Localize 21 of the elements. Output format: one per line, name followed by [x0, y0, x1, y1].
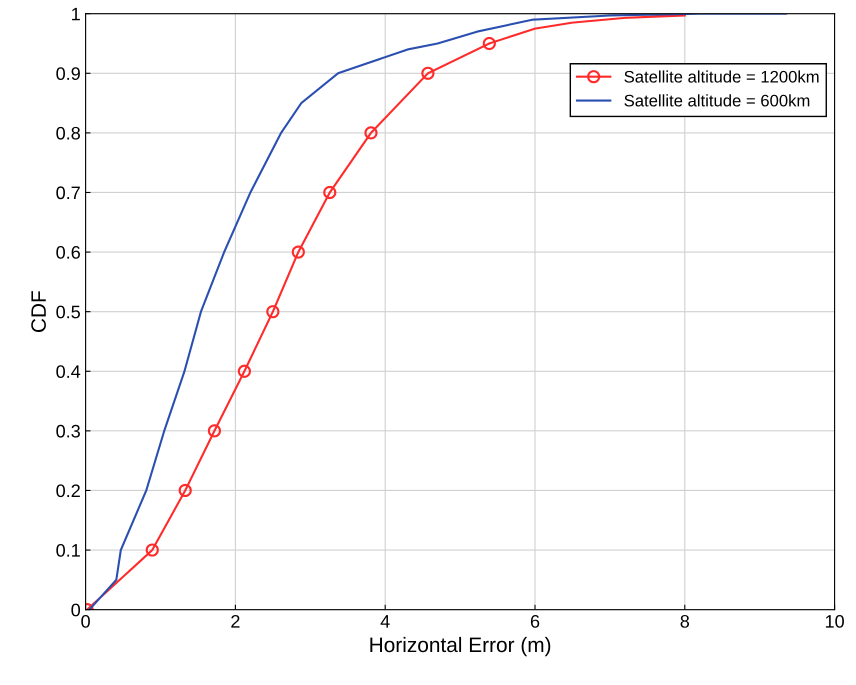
legend-label: Satellite altitude = 1200km — [624, 70, 819, 83]
y-tick-label: 0.4 — [56, 365, 80, 378]
y-tick-label: 0 — [71, 604, 80, 616]
y-tick-label: 0.9 — [56, 67, 80, 80]
x-tick-label: 6 — [530, 614, 540, 628]
x-tick-label: 10 — [826, 614, 844, 628]
legend-label: Satellite altitude = 600km — [624, 94, 810, 107]
y-tick-label: 0.3 — [56, 424, 80, 438]
y-axis-title: CDF — [31, 291, 46, 332]
y-tick-label: 0.2 — [56, 484, 80, 498]
x-axis-title: Horizontal Error (m) — [370, 636, 550, 656]
y-tick-label: 1 — [72, 8, 80, 20]
x-tick-label: 0 — [81, 614, 90, 628]
x-tick-label: 2 — [231, 614, 240, 628]
y-tick-label: 0.1 — [56, 544, 80, 557]
x-tick-label: 4 — [380, 615, 390, 628]
y-tick-label: 0.5 — [56, 306, 80, 318]
y-tick-label: 0.7 — [56, 186, 80, 200]
x-tick-label: 8 — [680, 614, 690, 628]
y-tick-label: 0.8 — [56, 126, 80, 140]
y-tick-label: 0.6 — [56, 246, 80, 259]
